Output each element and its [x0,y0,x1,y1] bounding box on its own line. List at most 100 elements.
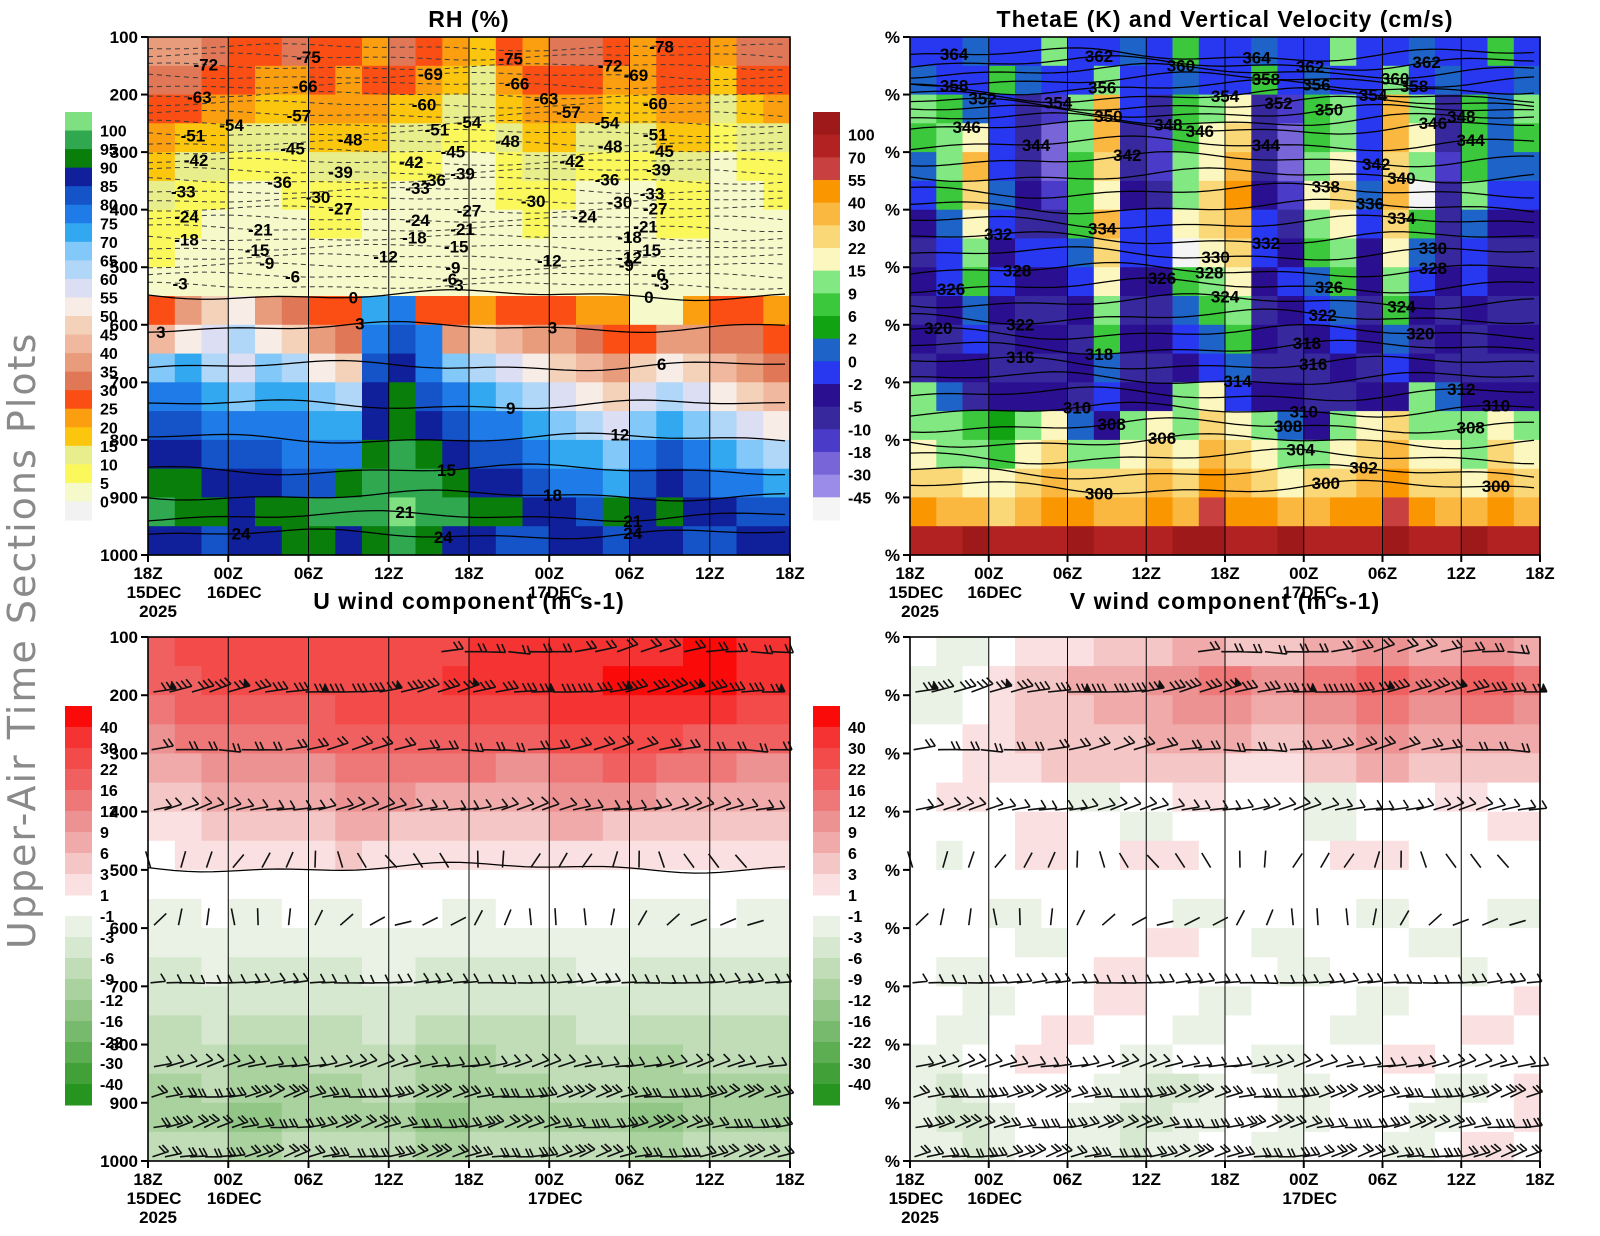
contour-label: -57 [556,103,581,122]
contour-label: -60 [643,94,668,113]
contour-label: -42 [184,151,209,170]
contour-label: 356 [1302,76,1330,95]
x-tick-label: 06Z [1368,564,1397,583]
y-tick-label: % [885,861,900,880]
colorbar-label: 40 [100,720,118,737]
colorbar-label: 2 [848,332,857,349]
contour-lines [909,47,1535,495]
contour-label: 24 [623,524,642,543]
year-label: 2025 [139,1208,177,1227]
contour-label: 3 [156,323,165,342]
contour-label: 318 [1085,345,1113,364]
contour-label: 3 [355,315,364,334]
contour-label: 346 [1419,114,1447,133]
colorbar-u_wind: 40 30 22 16 12 9 6 3 1 -1 -3 -6 -9 -12 -16 -22 -30 -40 [65,706,123,1106]
colorbar-label: 9 [848,825,857,842]
contour-label: 320 [1406,324,1434,343]
contour-label: 338 [1312,178,1340,197]
y-tick-label: 1000 [100,1152,138,1171]
contour-label: -24 [405,211,430,230]
colorbar-label: 30 [100,741,118,758]
contour-label: 352 [968,89,996,108]
contour-label: 18 [543,486,562,505]
contour-label: 21 [623,512,642,531]
x-tick-label: 18Z [1525,1170,1554,1189]
contour-label: 322 [1006,315,1034,334]
contour-label: -54 [457,113,482,132]
year-label: 2025 [901,602,939,621]
contour-label: 326 [1315,278,1343,297]
colorbar-label: -22 [100,1035,123,1052]
contour-label: 334 [1088,219,1117,238]
contour-label: -33 [640,185,665,204]
contour-label: -27 [328,200,353,219]
contour-label: -39 [450,164,475,183]
contour-label: -6 [651,265,666,284]
colorbar-label: 30 [848,741,866,758]
contour-label: -15 [637,241,662,260]
panel-title-v-wind: V wind component (m s-1) [1069,588,1381,614]
contour-label: 324 [1387,298,1416,317]
colorbar-label: 1 [848,888,857,905]
y-tick-label: 100 [110,628,138,647]
contour-label: -51 [425,121,450,140]
contour-label: 300 [1312,474,1340,493]
x-tick-label: 06Z [1053,564,1082,583]
contour-label: 330 [1419,239,1447,258]
colorbar-label: 20 [100,420,118,437]
colorbar-label: -30 [848,468,871,485]
date-label: 16DEC [967,583,1022,602]
colorbar-label: -9 [848,972,862,989]
colorbar-label: 75 [100,216,118,233]
contour-label: -39 [328,163,353,182]
colorbar-label: 60 [100,272,118,289]
contour-label: -51 [643,126,668,145]
contour-label: -21 [450,220,475,239]
axis-ticks: %%%%%%%%%%18Z 00Z 06Z 12Z 18Z 00Z 06Z 12Z 18Z15D… [885,628,1555,1227]
contour-label: 362 [1296,58,1324,77]
contour-label: 344 [1252,136,1281,155]
x-tick-label: 00Z [1289,564,1318,583]
contour-label: 342 [1113,146,1141,165]
colorbar-label: 12 [848,804,866,821]
panel-u_wind [144,636,795,1162]
date-label: 17DEC [1282,1189,1337,1208]
x-tick-label: 12Z [1447,1170,1476,1189]
x-tick-label: 12Z [374,564,403,583]
grid-lines [988,637,1462,1161]
contour-label: 6 [657,355,666,374]
x-tick-label: 12Z [695,564,724,583]
wind-barbs [144,637,795,1158]
contour-label: 348 [1154,115,1182,134]
colorbar-label: 22 [848,762,866,779]
contour-label: -45 [649,142,674,161]
x-tick-label: 18Z [1210,1170,1239,1189]
contour-label: 340 [1387,169,1415,188]
y-tick-label: % [885,546,900,565]
contour-label: 15 [437,461,456,480]
contour-labels: -78-75 -75-72 -72-69 -69-66 -66-63 -63-60 -60-… [156,37,674,546]
contour-label: 360 [1381,70,1409,89]
contour-label: 312 [1447,380,1475,399]
year-label: 2025 [901,1208,939,1227]
colorbar-label: 12 [100,804,118,821]
contour-label: -69 [418,65,443,84]
contour-label: 326 [1148,269,1176,288]
colorbar-label: 3 [848,867,857,884]
colorbar-label: -6 [100,951,114,968]
x-tick-label: 00Z [214,564,243,583]
contour-label: -3 [654,275,669,294]
contour-label: 310 [1290,402,1318,421]
colorbar-label: 80 [100,198,118,215]
contour-label: -27 [643,200,668,219]
y-tick-label: 900 [110,1094,138,1113]
colorbar-label: 30 [848,218,866,235]
contour-label: -18 [617,228,642,247]
contour-label: -21 [248,221,273,240]
contour-label: 334 [1387,209,1416,228]
colorbar-label: 6 [100,846,109,863]
date-label: 15DEC [889,583,944,602]
grid-lines [227,637,711,1161]
contour-label: -72 [194,56,219,75]
